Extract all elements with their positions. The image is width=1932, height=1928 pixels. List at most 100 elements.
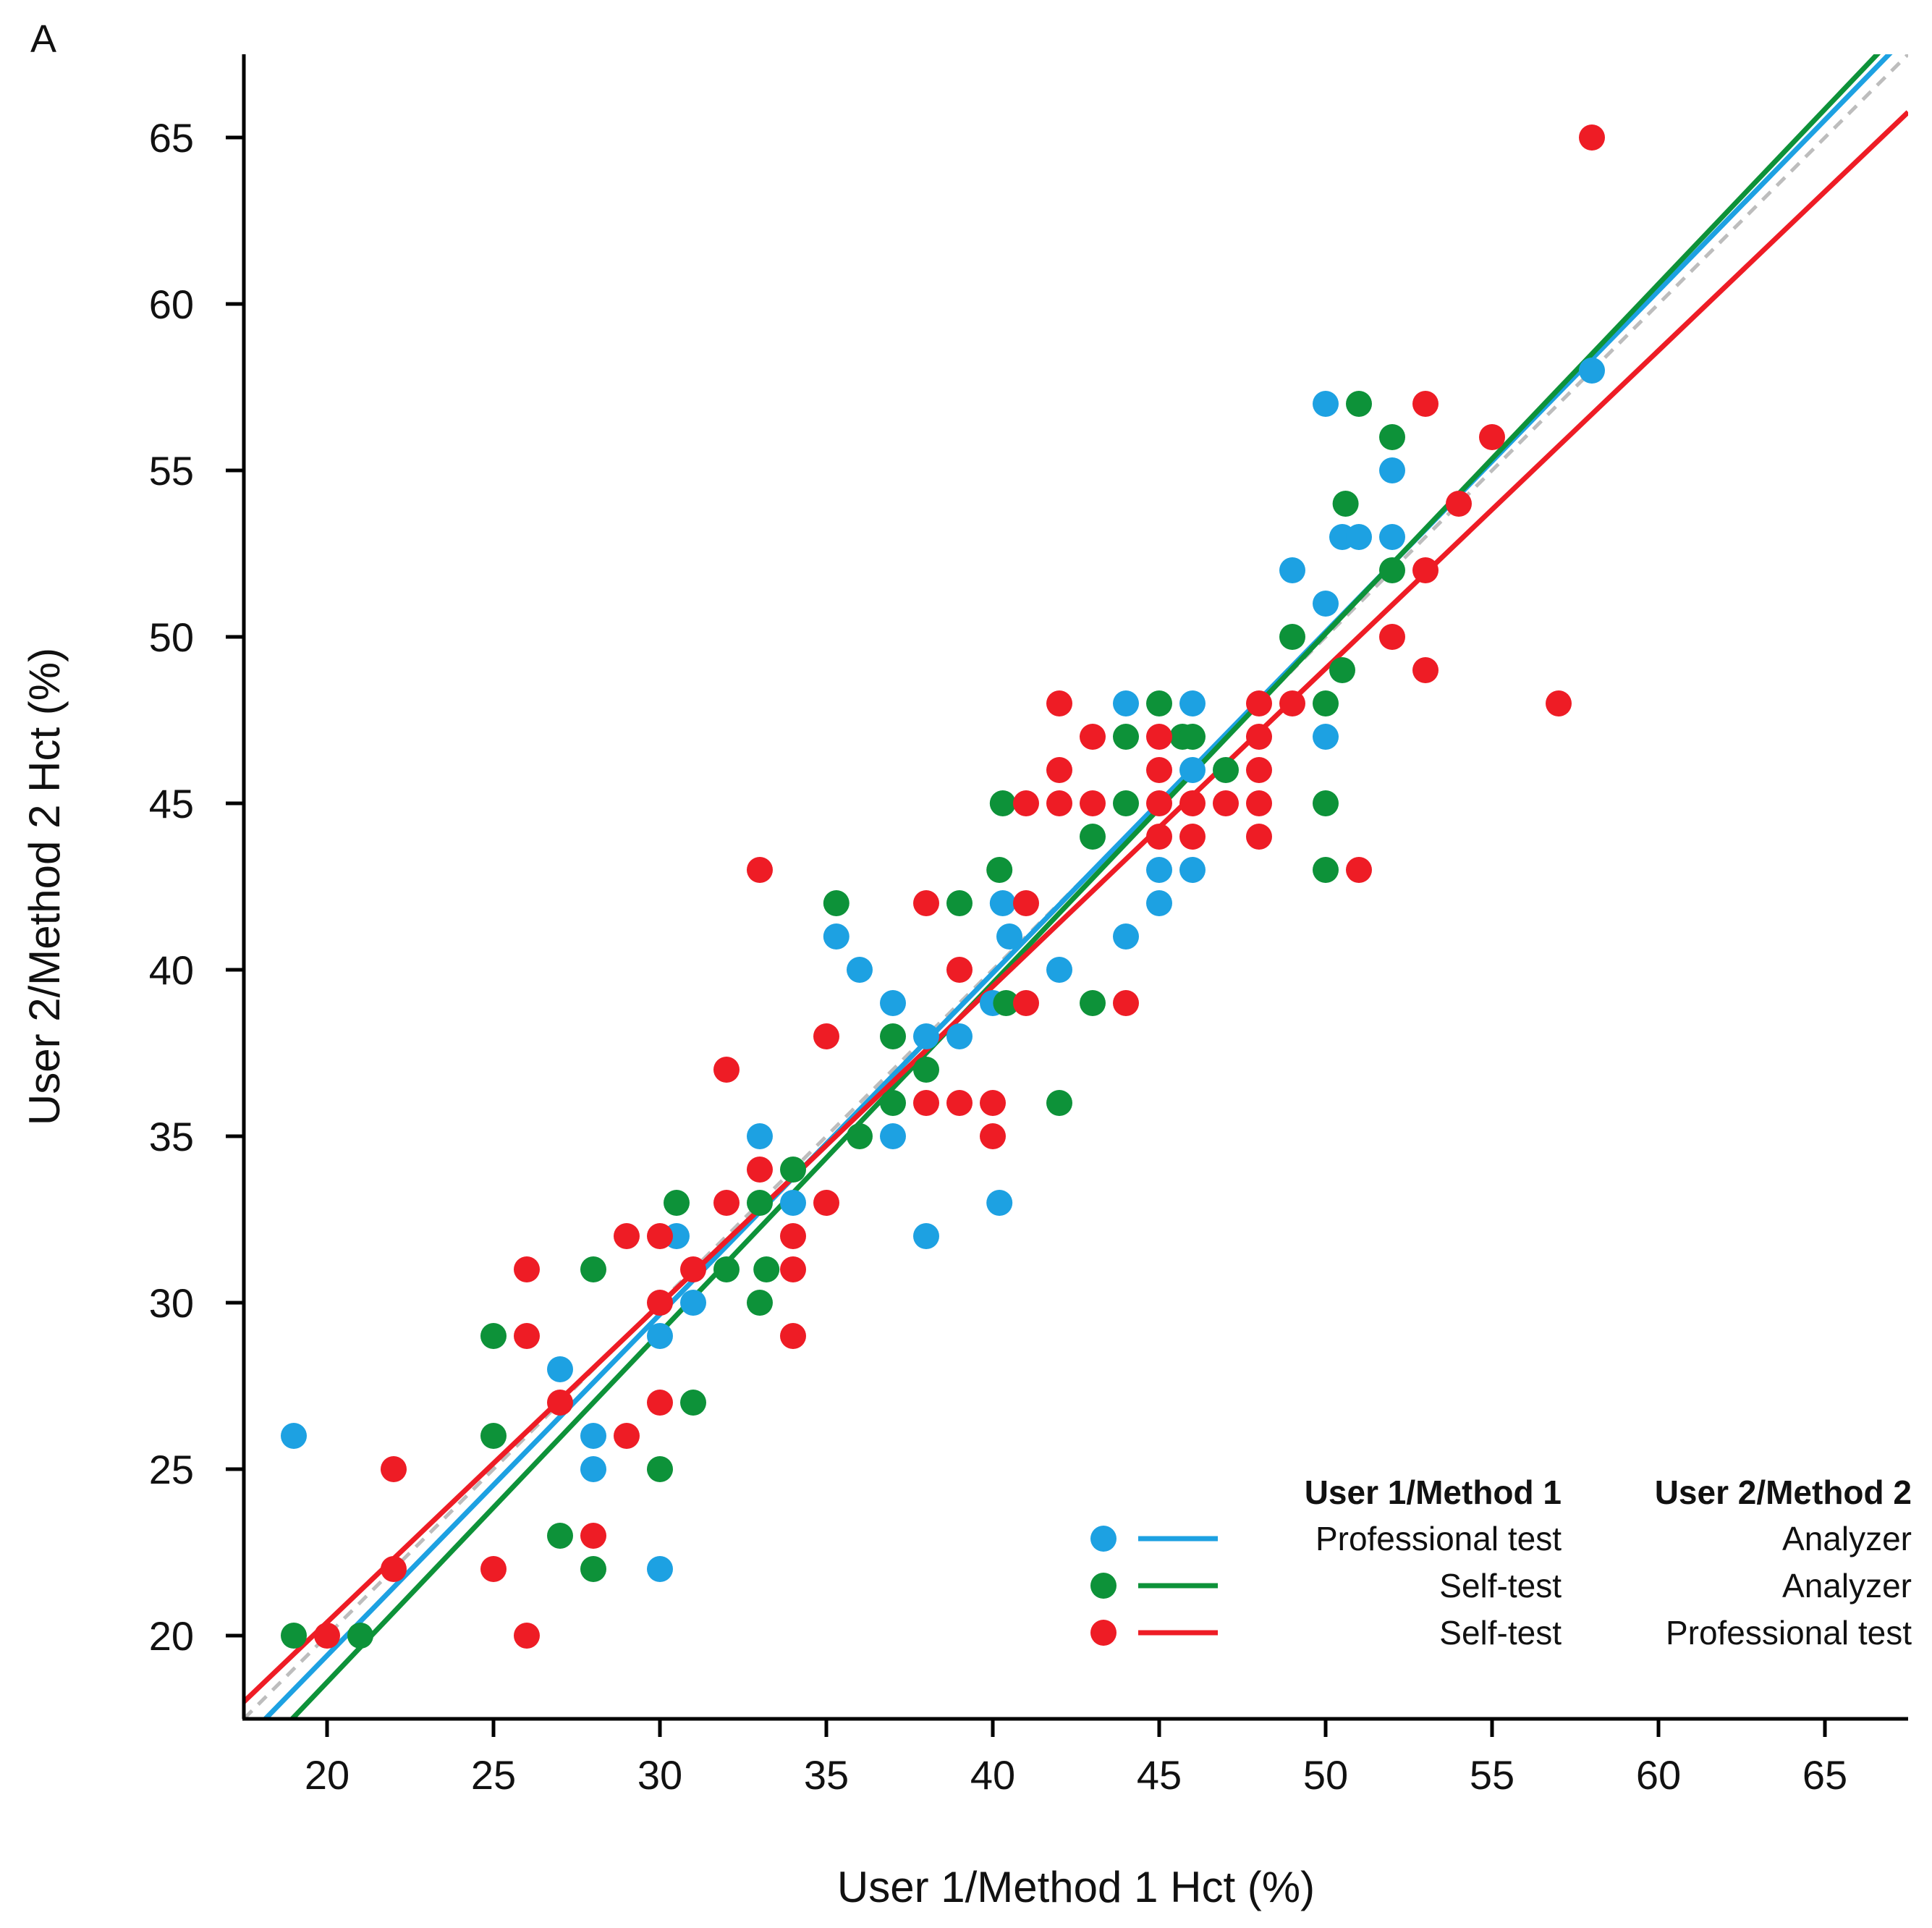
- data-points: [281, 124, 1605, 1649]
- data-point: [547, 1356, 573, 1382]
- points-series-1: [281, 358, 1605, 1582]
- data-point: [753, 1256, 780, 1282]
- data-point: [1046, 790, 1072, 816]
- x-tick-label: 30: [637, 1752, 682, 1798]
- y-tick-label: 20: [149, 1613, 194, 1659]
- data-point: [989, 790, 1016, 816]
- data-point: [1379, 557, 1405, 583]
- data-point: [381, 1556, 407, 1582]
- data-point: [1179, 790, 1206, 816]
- data-point: [1146, 757, 1172, 783]
- data-point: [1313, 391, 1339, 417]
- data-point: [986, 857, 1013, 883]
- data-point: [747, 1290, 773, 1316]
- axes: 20 25 30 35 40 45 50 55 60 65 20 25 30 35 40 45 50 55 60 6…: [149, 54, 1908, 1798]
- fit-line-series-1: [261, 54, 1893, 1719]
- data-point: [1113, 990, 1139, 1016]
- data-point: [747, 1123, 773, 1149]
- data-point: [747, 1190, 773, 1216]
- data-point: [1146, 690, 1172, 716]
- data-point: [647, 1323, 673, 1349]
- x-tick-label: 40: [970, 1752, 1015, 1798]
- data-point: [1579, 124, 1605, 151]
- data-point: [1479, 424, 1505, 450]
- y-tick-label: 50: [149, 614, 194, 660]
- data-point: [580, 1556, 606, 1582]
- data-point: [1080, 790, 1106, 816]
- legend-method2-label: Professional test: [1666, 1614, 1912, 1652]
- data-point: [1046, 1090, 1072, 1116]
- data-point: [547, 1390, 573, 1416]
- x-tick-label: 45: [1137, 1752, 1182, 1798]
- data-point: [747, 1157, 773, 1183]
- legend-method2-label: Analyzer: [1782, 1520, 1912, 1557]
- data-point: [913, 1090, 939, 1116]
- data-point: [1329, 657, 1355, 683]
- data-point: [1146, 857, 1172, 883]
- data-point: [1313, 591, 1339, 617]
- data-point: [1279, 624, 1305, 650]
- data-point: [1346, 857, 1372, 883]
- x-axis-title: User 1/Method 1 Hct (%): [837, 1863, 1315, 1911]
- data-point: [993, 990, 1020, 1016]
- data-point: [1313, 690, 1339, 716]
- fit-line-series-3: [244, 110, 1908, 1704]
- data-point: [880, 990, 906, 1016]
- data-point: [780, 1157, 806, 1183]
- x-tick-label: 35: [804, 1752, 849, 1798]
- data-point: [680, 1290, 706, 1316]
- data-point: [1113, 790, 1139, 816]
- data-point: [1579, 358, 1605, 384]
- data-point: [823, 923, 850, 950]
- y-tick-label: 60: [149, 282, 194, 327]
- data-point: [1146, 790, 1172, 816]
- points-series-2: [281, 391, 1405, 1649]
- data-point: [547, 1523, 573, 1549]
- data-point: [1080, 990, 1106, 1016]
- data-point: [1412, 657, 1439, 683]
- data-point: [1346, 524, 1372, 550]
- x-tick-label: 65: [1802, 1752, 1847, 1798]
- x-tick-label: 50: [1303, 1752, 1348, 1798]
- data-point: [813, 1190, 839, 1216]
- data-point: [514, 1323, 540, 1349]
- data-point: [713, 1190, 740, 1216]
- y-tick-label: 65: [149, 115, 194, 161]
- data-point: [1146, 724, 1172, 750]
- data-point: [1313, 724, 1339, 750]
- data-point: [1179, 824, 1206, 850]
- data-point: [1046, 957, 1072, 983]
- legend-method1-label: Self-test: [1439, 1614, 1562, 1652]
- data-point: [580, 1423, 606, 1449]
- data-point: [680, 1256, 706, 1282]
- data-point: [780, 1190, 806, 1216]
- legend-method1-label: Professional test: [1315, 1520, 1562, 1557]
- data-point: [347, 1623, 373, 1649]
- data-point: [1279, 690, 1305, 716]
- data-point: [480, 1423, 507, 1449]
- legend-marker: [1090, 1573, 1117, 1599]
- data-point: [647, 1390, 673, 1416]
- data-point: [1332, 491, 1359, 517]
- data-point: [480, 1556, 507, 1582]
- data-point: [823, 890, 850, 916]
- legend-header-method1: User 1/Method 1: [1305, 1474, 1562, 1511]
- data-point: [1213, 757, 1239, 783]
- legend-method1-label: Self-test: [1439, 1567, 1562, 1604]
- data-point: [381, 1456, 407, 1482]
- data-point: [1313, 790, 1339, 816]
- data-point: [946, 1023, 973, 1049]
- y-ticks: 20 25 30 35 40 45 50 55 60 65: [149, 115, 244, 1659]
- y-tick-label: 35: [149, 1114, 194, 1159]
- data-point: [813, 1023, 839, 1049]
- data-point: [614, 1223, 640, 1249]
- plot-area: [244, 54, 1908, 1719]
- y-tick-label: 25: [149, 1447, 194, 1492]
- data-point: [1246, 690, 1272, 716]
- data-point: [880, 1123, 906, 1149]
- data-point: [1246, 790, 1272, 816]
- data-point: [1013, 990, 1039, 1016]
- data-point: [580, 1523, 606, 1549]
- data-point: [647, 1556, 673, 1582]
- data-point: [1080, 724, 1106, 750]
